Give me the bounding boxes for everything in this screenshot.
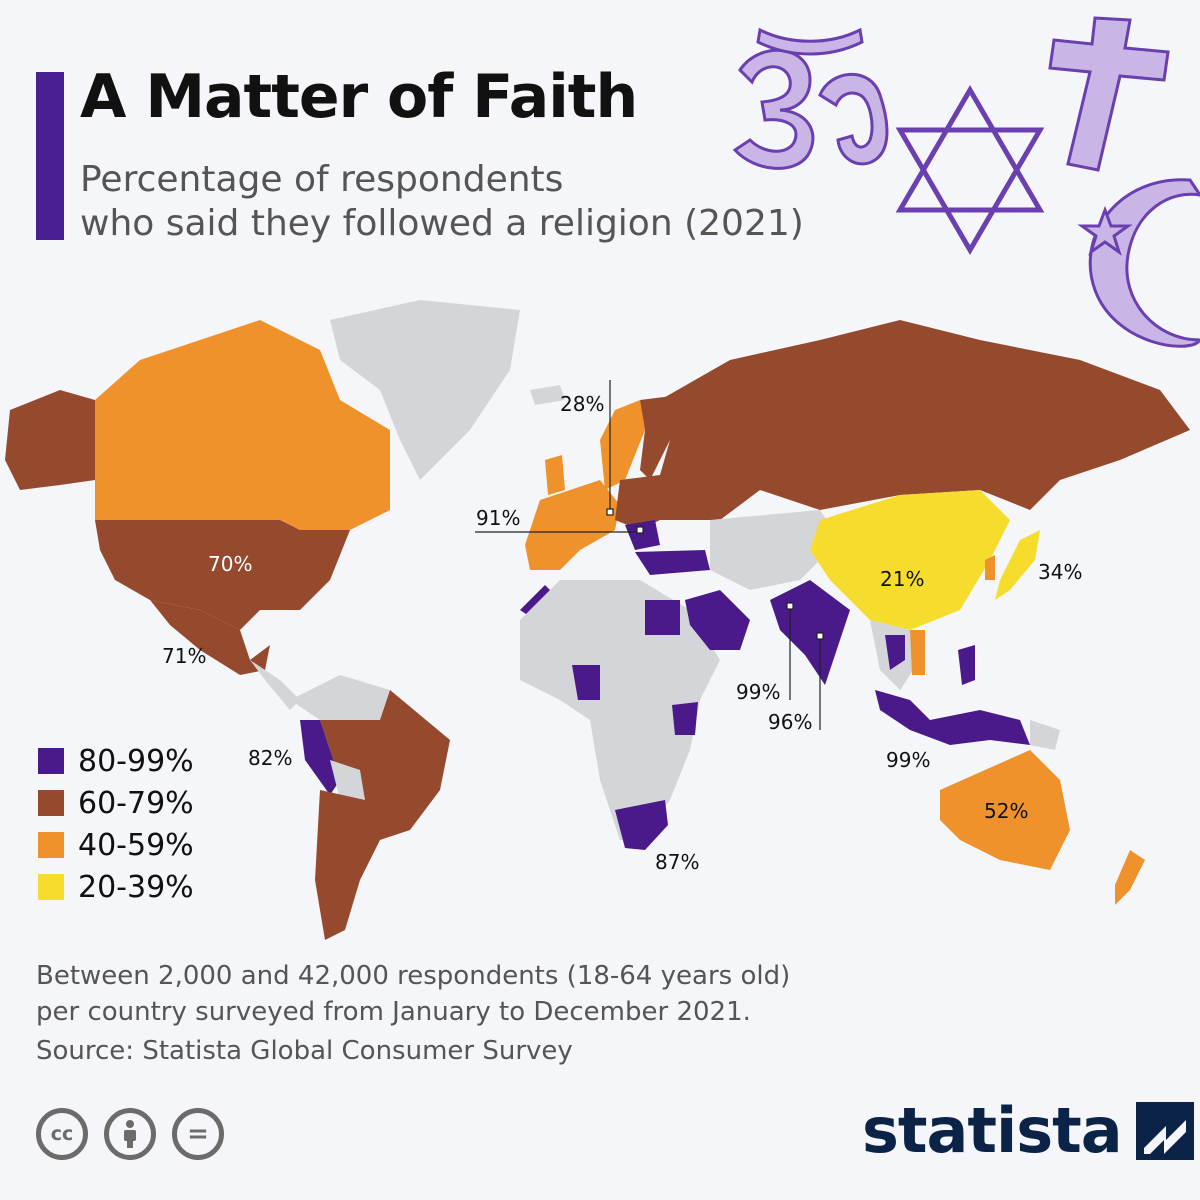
label-mexico: 71% [162, 644, 207, 668]
peru [300, 720, 340, 795]
australia [940, 750, 1070, 870]
label-south-africa: 87% [655, 850, 700, 874]
alaska [5, 390, 95, 490]
central-asia [710, 510, 840, 590]
label-usa: 70% [208, 552, 253, 576]
statista-logo-icon [1135, 1101, 1194, 1160]
turkey [635, 550, 710, 575]
india-marker-a [786, 602, 794, 610]
cc-icon[interactable]: cc [36, 1108, 88, 1160]
south-africa [615, 800, 668, 850]
greenland [330, 300, 520, 480]
legend-swatch [38, 874, 64, 900]
japan [995, 530, 1040, 600]
legend-item: 20-39% [38, 866, 194, 908]
scandinavia [600, 400, 645, 490]
statista-brand[interactable]: statista [862, 1094, 1194, 1167]
page-subtitle: Percentage of respondents who said they … [80, 158, 840, 246]
cross-icon [1048, 16, 1170, 172]
crescent-star-icon [1077, 178, 1200, 348]
page-title: A Matter of Faith [80, 62, 638, 132]
sweden-marker [606, 508, 614, 516]
india-marker-b [816, 632, 824, 640]
source-text: Source: Statista Global Consumer Survey [36, 1036, 573, 1066]
survey-note: Between 2,000 and 42,000 respondents (18… [36, 958, 856, 1030]
legend-label: 80-99% [78, 743, 194, 779]
legend-swatch [38, 832, 64, 858]
legend-swatch [38, 748, 64, 774]
eastern-europe [615, 475, 660, 530]
label-india-a: 99% [736, 680, 781, 704]
usa [95, 520, 350, 630]
vietnam [910, 630, 925, 675]
philippines [958, 645, 975, 685]
romania-marker [636, 526, 644, 534]
attribution-icon[interactable] [104, 1108, 156, 1160]
north-south-america [290, 675, 390, 720]
brazil [320, 690, 450, 840]
label-peru: 82% [248, 746, 293, 770]
survey-note-line-2: per country surveyed from January to Dec… [36, 997, 751, 1027]
map-legend: 80-99% 60-79% 40-59% 20-39% [38, 740, 194, 908]
papua [1030, 720, 1060, 750]
religious-symbols [732, 16, 1200, 348]
legend-label: 20-39% [78, 869, 194, 905]
legend-swatch [38, 790, 64, 816]
thailand [885, 635, 905, 670]
om-icon [732, 27, 889, 170]
title-accent-bar [36, 72, 64, 240]
person-icon [124, 1120, 136, 1148]
canada [95, 320, 390, 530]
subtitle-line-2: who said they followed a religion (2021) [80, 203, 804, 244]
saudi-arabia [685, 590, 750, 650]
mexico [150, 600, 270, 675]
no-derivatives-icon[interactable]: = [172, 1108, 224, 1160]
nigeria [572, 665, 600, 700]
china [810, 490, 1010, 630]
legend-label: 40-59% [78, 827, 194, 863]
uk [545, 455, 565, 495]
survey-note-line-1: Between 2,000 and 42,000 respondents (18… [36, 961, 791, 991]
callout-lines [475, 380, 824, 730]
bolivia [330, 760, 365, 800]
world-map [5, 300, 1190, 940]
legend-item: 40-59% [38, 824, 194, 866]
label-australia: 52% [984, 799, 1029, 823]
label-sweden: 28% [560, 392, 605, 416]
india [770, 580, 850, 685]
star-of-david-icon [895, 85, 1045, 255]
central-america [250, 660, 300, 710]
russia [660, 320, 1190, 520]
western-europe [525, 480, 620, 570]
label-india-b: 96% [768, 710, 813, 734]
label-indonesia: 99% [886, 748, 931, 772]
label-japan: 34% [1038, 560, 1083, 584]
legend-item: 80-99% [38, 740, 194, 782]
label-romania: 91% [476, 506, 521, 530]
africa [520, 580, 720, 840]
kenya [672, 702, 698, 735]
new-zealand [1115, 850, 1145, 905]
license-icons: cc = [36, 1108, 224, 1160]
legend-label: 60-79% [78, 785, 194, 821]
indonesia [875, 690, 1030, 745]
argentina-chile [315, 790, 380, 940]
korea [985, 555, 995, 580]
subtitle-line-1: Percentage of respondents [80, 159, 564, 200]
legend-item: 60-79% [38, 782, 194, 824]
egypt [645, 600, 680, 635]
iceland [530, 385, 565, 405]
romania [625, 520, 660, 550]
label-china: 21% [880, 567, 925, 591]
brand-wordmark: statista [862, 1094, 1123, 1167]
